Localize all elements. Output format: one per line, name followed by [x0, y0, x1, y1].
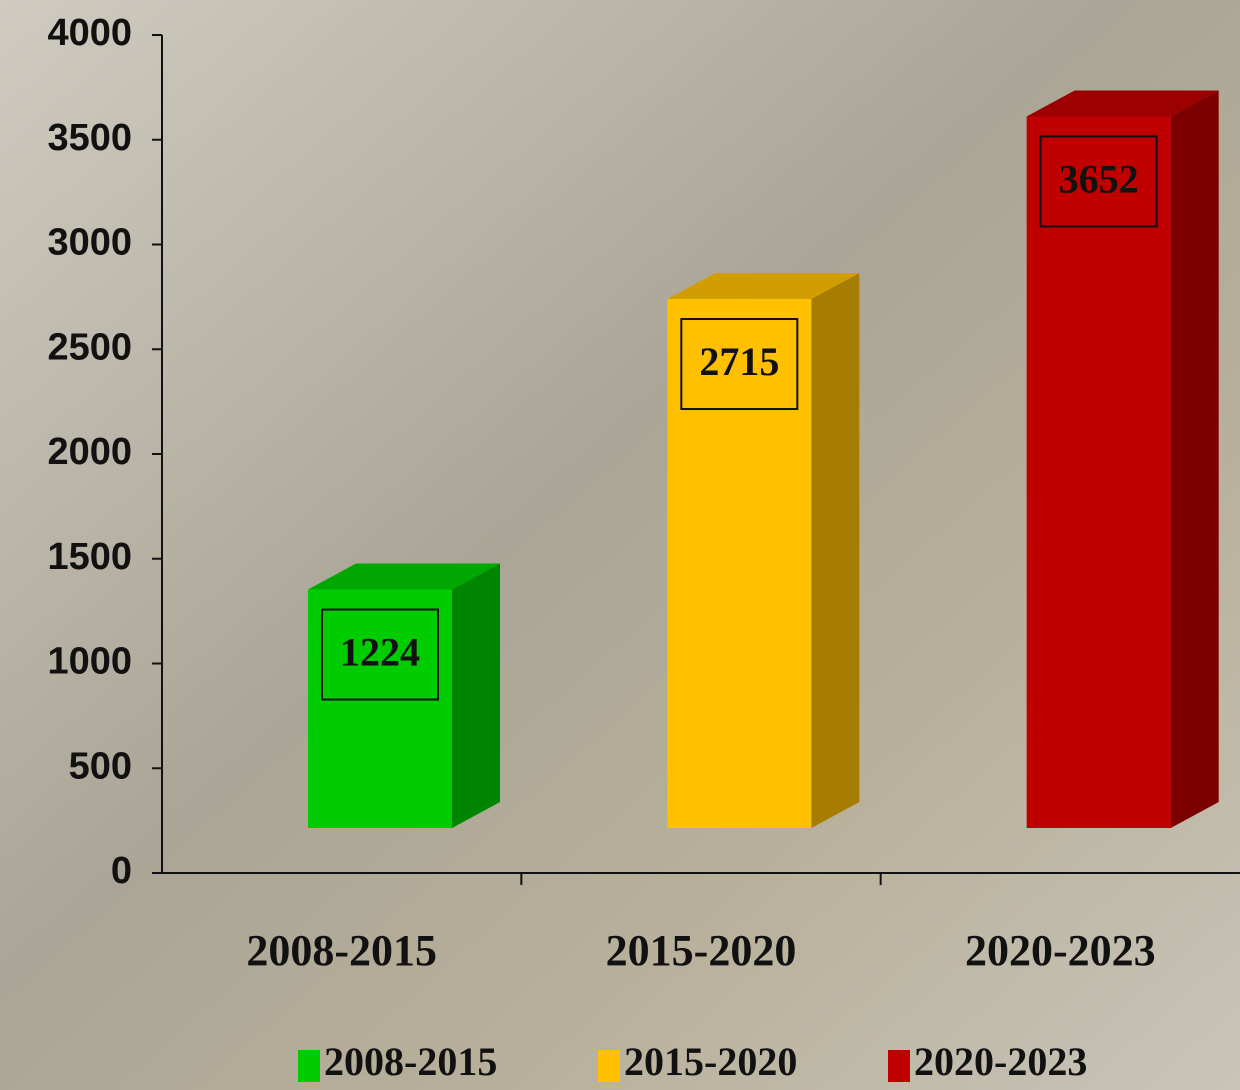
y-tick-label: 1000 [47, 641, 132, 683]
legend-label: 2008-2015 [324, 1039, 497, 1084]
x-tick-label: 2008-2015 [246, 926, 437, 975]
legend-label: 2015-2020 [624, 1039, 797, 1084]
value-label: 3652 [1059, 157, 1139, 202]
chart: 0 500 1000 1500 2000 2500 3000 3500 4000 2008-201… [0, 0, 1240, 1090]
legend-swatch [598, 1050, 620, 1082]
y-tick-label: 2500 [47, 326, 132, 368]
y-tick-label: 1500 [47, 536, 132, 578]
bar-face [1027, 116, 1171, 828]
y-tick-label: 500 [69, 745, 132, 787]
y-tick-label: 2000 [47, 431, 132, 473]
legend-label: 2020-2023 [914, 1039, 1087, 1084]
value-label: 1224 [340, 630, 420, 675]
bar-face [1171, 90, 1219, 828]
legend-swatch [298, 1050, 320, 1082]
bar-face [811, 273, 859, 828]
value-label: 2715 [699, 339, 779, 384]
x-tick-label: 2020-2023 [965, 926, 1156, 975]
bar-face [452, 564, 500, 828]
y-tick-label: 3000 [47, 222, 132, 264]
y-tick-label: 4000 [47, 12, 132, 54]
y-tick-label: 3500 [47, 117, 132, 159]
x-tick-label: 2015-2020 [606, 926, 797, 975]
legend-swatch [888, 1050, 910, 1082]
bar [308, 564, 500, 828]
bar-face [308, 590, 452, 828]
y-tick-label: 0 [111, 850, 132, 892]
